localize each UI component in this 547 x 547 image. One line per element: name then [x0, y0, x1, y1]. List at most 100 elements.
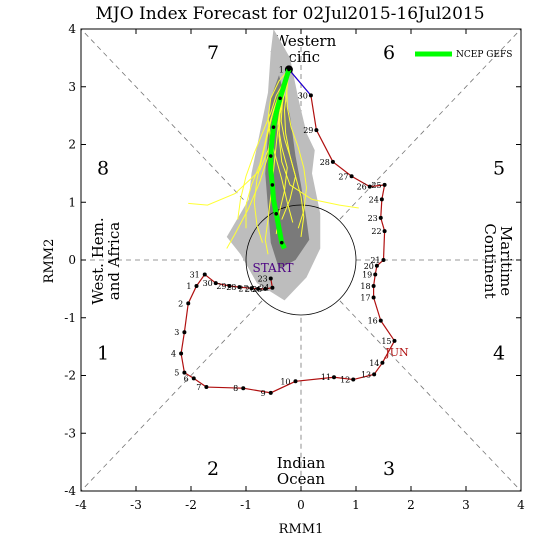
phase-label-3: 3 [383, 458, 395, 480]
month-label: JUN [384, 346, 409, 359]
ensemble-mean-point [270, 183, 275, 187]
ensemble-mean-point [271, 125, 276, 129]
observed-day-label: 17 [360, 294, 370, 303]
y-tick-label: 1 [68, 195, 76, 209]
y-tick-label: 0 [68, 253, 76, 267]
x-tick-label: 2 [407, 498, 415, 512]
observed-day-label: 4 [171, 350, 176, 359]
start-curl-day-label: 30 [203, 279, 213, 288]
x-tick-label: -1 [240, 498, 252, 512]
start-curl-day-label: 28 [226, 283, 236, 292]
observed-day-label: 14 [369, 359, 379, 368]
observed-day-label: 7 [196, 383, 201, 392]
start-curl-point [227, 283, 232, 288]
x-tick-label: 0 [297, 498, 305, 512]
observed-day-label: 31 [190, 270, 200, 279]
x-tick-label: -2 [185, 498, 197, 512]
observed-day-point [191, 376, 196, 381]
observed-day-point [268, 390, 273, 395]
y-tick-label: -1 [64, 311, 76, 325]
start-curl-point [256, 286, 261, 291]
observed-day-point [372, 372, 377, 377]
observed-day-point [204, 385, 209, 390]
y-tick-label: -2 [64, 369, 76, 383]
observed-day-point [392, 338, 397, 343]
observed-day-label: 1 [186, 282, 191, 291]
start-curl-point [270, 285, 275, 290]
y-tick-label: 3 [68, 80, 76, 94]
observed-day-point [179, 351, 184, 356]
observed-day-label: 25 [371, 181, 381, 190]
region-label-right-1: Maritime [497, 226, 515, 296]
phase-label-7: 7 [207, 42, 219, 64]
observed-day-point [382, 182, 387, 187]
observed-day-label: 26 [357, 183, 367, 192]
unit-circle [245, 204, 357, 316]
observed-day-label: 6 [184, 374, 189, 383]
x-tick-label: 1 [352, 498, 360, 512]
observed-day-label: 23 [368, 214, 378, 223]
observed-day-label: 1 [279, 65, 284, 74]
observed-day-point [194, 283, 199, 288]
start-curl-day-label: 25 [252, 285, 262, 294]
observed-day-label: 21 [370, 256, 380, 265]
observed-day-point [371, 283, 376, 288]
observed-day-label: 3 [174, 328, 179, 337]
start-curl-point [237, 285, 242, 290]
observed-day-point [308, 93, 313, 98]
observed-day-point [182, 330, 187, 335]
observed-day-point [378, 318, 383, 323]
phase-label-8: 8 [97, 158, 109, 180]
observed-day-point [182, 370, 187, 375]
observed-day-label: 19 [362, 270, 372, 279]
observed-day-point [293, 379, 298, 384]
region-label-left-1: West. Hem. [89, 217, 107, 304]
diagonal-guide-3 [80, 300, 263, 492]
observed-day-label: 13 [361, 370, 371, 379]
observed-day-point [367, 184, 372, 189]
observed-day-point [314, 128, 319, 133]
ensemble-mean-point [268, 154, 273, 158]
observed-day-label: 24 [369, 195, 379, 204]
start-curl-day-label: 27 [238, 284, 248, 293]
y-tick-label: -4 [64, 484, 76, 498]
x-tick-label: 4 [517, 498, 525, 512]
ensemble-mean-line [268, 68, 292, 250]
start-curl-day-label: 24 [259, 284, 269, 293]
phase-label-6: 6 [383, 42, 395, 64]
legend-label-ncep-gefs: NCEP GEFS [456, 50, 512, 60]
y-tick-label: -3 [64, 426, 76, 440]
observed-day-label: 12 [340, 376, 350, 385]
observed-day-point [371, 295, 376, 300]
phase-label-2: 2 [207, 458, 219, 480]
region-label-left-2: and Africa [105, 222, 123, 300]
start-curl-point [213, 281, 218, 286]
observed-day-label: 15 [381, 337, 391, 346]
observed-day-label: 5 [174, 369, 179, 378]
x-tick-label: -4 [75, 498, 87, 512]
diagonal-guide-0 [339, 28, 522, 220]
observed-day-point [332, 375, 336, 380]
start-curl-point [268, 276, 273, 281]
observed-day-point [373, 272, 378, 277]
chart-title: MJO Index Forecast for 02Jul2015-16Jul20… [95, 4, 484, 24]
start-label: START [252, 261, 293, 275]
region-label-right-2: Continent [481, 223, 499, 298]
x-tick-label: 3 [462, 498, 470, 512]
observed-day-label: 16 [368, 317, 378, 326]
forecast-link-segment [288, 69, 312, 96]
region-label-top-1: Western [274, 32, 337, 50]
observed-day-label: 10 [280, 377, 290, 386]
diagonal-guide-2 [339, 300, 522, 492]
region-label-bottom-1: Indian [277, 454, 326, 472]
y-tick-label: 4 [68, 22, 76, 36]
observed-day-label: 29 [303, 126, 313, 135]
observed-day-label: 30 [298, 91, 308, 100]
observed-day-label: 8 [233, 384, 238, 393]
observed-day-point [379, 197, 384, 202]
observed-day-label: 2 [178, 299, 183, 308]
start-curl-day-label: 29 [216, 282, 226, 291]
diagonal-guide-1 [80, 28, 263, 220]
